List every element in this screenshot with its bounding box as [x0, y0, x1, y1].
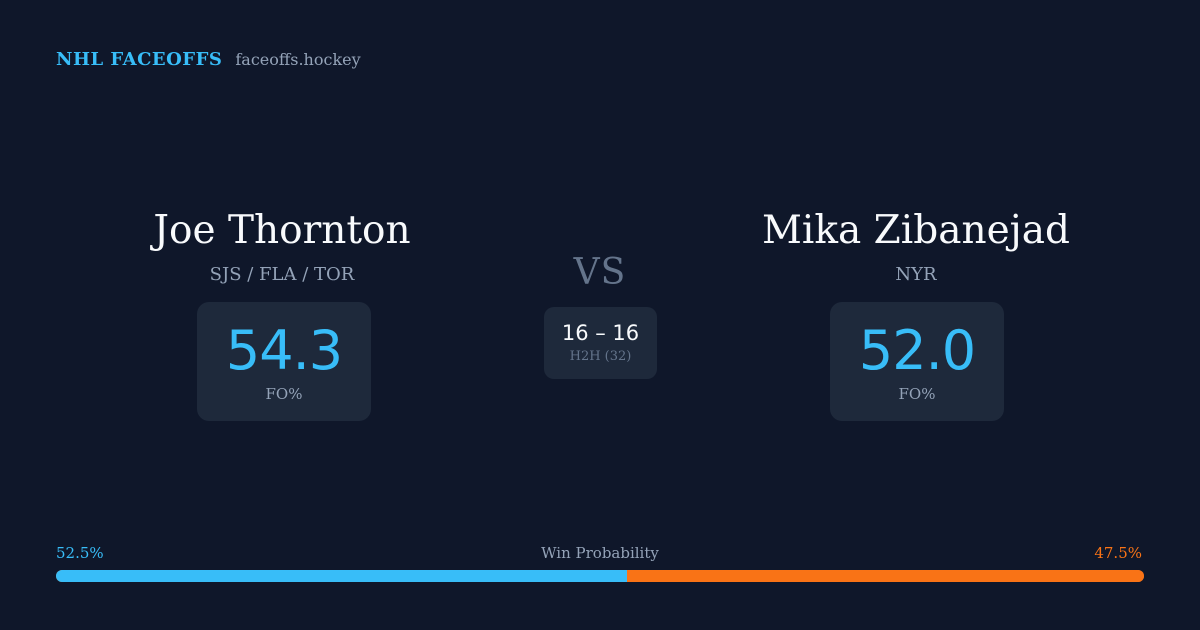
player-right-fo-card: 52.0 FO% — [830, 302, 1004, 421]
win-probability-left-label: 52.5% — [56, 544, 104, 562]
h2h-label: H2H (32) — [569, 349, 632, 364]
player-left-name: Joe Thornton — [153, 208, 411, 253]
h2h-score: 16 – 16 — [561, 321, 640, 345]
h2h-card: 16 – 16 H2H (32) — [544, 307, 657, 379]
player-right: Mika Zibanejad NYR — [716, 206, 1116, 286]
player-right-fo-value: 52.0 — [858, 319, 976, 382]
player-left-fo-card: 54.3 FO% — [197, 302, 371, 421]
win-probability-fill-left — [56, 570, 628, 582]
win-probability-right-label: 47.5% — [1094, 544, 1142, 562]
player-left-fo-value: 54.3 — [225, 319, 343, 382]
win-probability-bar — [56, 570, 1144, 582]
player-right-name: Mika Zibanejad — [762, 208, 1070, 253]
win-probability-title: Win Probability — [541, 544, 659, 562]
player-right-teams: NYR — [895, 264, 937, 285]
brand-name: NHL FACEOFFS — [56, 49, 223, 70]
brand-header: NHL FACEOFFS faceoffs.hockey — [56, 49, 361, 70]
player-right-fo-label: FO% — [898, 385, 936, 403]
player-left: Joe Thornton SJS / FLA / TOR — [82, 206, 482, 286]
vs-label: VS — [573, 252, 627, 293]
player-left-fo-label: FO% — [265, 385, 303, 403]
brand-url: faceoffs.hockey — [235, 50, 361, 69]
player-left-teams: SJS / FLA / TOR — [209, 264, 355, 285]
win-probability-fill-right — [627, 570, 1144, 582]
